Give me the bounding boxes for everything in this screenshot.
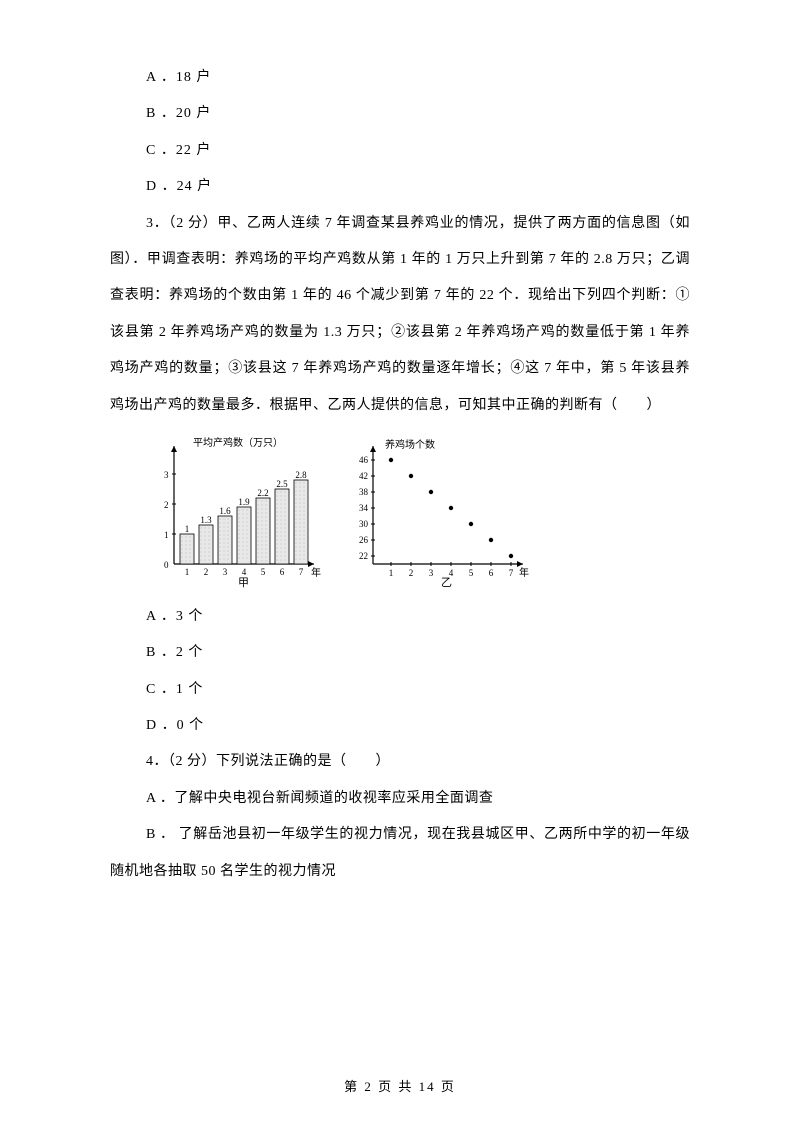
xlabel: 年	[519, 566, 529, 579]
svg-text:1.6: 1.6	[219, 506, 231, 516]
page-footer: 第 2 页 共 14 页	[0, 1070, 800, 1104]
svg-text:38: 38	[359, 487, 369, 497]
caption-jia: 甲	[238, 577, 249, 589]
jia-bars: 1 1 1.3 2 1.6 3 1.9 4 2.2 5 2.5 6 2.8 7	[180, 470, 308, 577]
chart-jia-title: 平均产鸡数（万只）	[193, 436, 283, 449]
svg-text:1: 1	[389, 568, 394, 578]
q2-option-b: B ．20 户	[146, 96, 690, 132]
svg-text:22: 22	[359, 551, 368, 561]
ytick: 1	[164, 530, 169, 540]
q2-option-c: C ．22 户	[146, 133, 690, 169]
svg-text:6: 6	[489, 568, 494, 578]
svg-text:2: 2	[204, 567, 209, 577]
q3-option-d: D ．0 个	[146, 708, 690, 744]
svg-text:1: 1	[185, 524, 190, 534]
svg-text:1.3: 1.3	[200, 515, 212, 525]
svg-text:6: 6	[280, 567, 285, 577]
svg-text:3: 3	[223, 567, 228, 577]
svg-text:30: 30	[359, 519, 369, 529]
svg-text:1.9: 1.9	[238, 497, 250, 507]
svg-text:3: 3	[429, 568, 434, 578]
svg-text:2.2: 2.2	[257, 488, 268, 498]
charts-row: 平均产鸡数（万只） 0 1 2 3 1 1 1.3 2 1.6 3 1.9 4 2.2 5 2.5 6…	[146, 434, 690, 589]
q3-option-a: A ．3 个	[146, 599, 690, 635]
q2-option-a: A ．18 户	[146, 60, 690, 96]
svg-text:7: 7	[509, 568, 514, 578]
svg-text:26: 26	[359, 535, 369, 545]
svg-text:46: 46	[359, 455, 369, 465]
q4-stem: 4．（2 分）下列说法正确的是（ ）	[110, 744, 690, 780]
svg-text:42: 42	[359, 471, 368, 481]
chart-jia: 平均产鸡数（万只） 0 1 2 3 1 1 1.3 2 1.6 3 1.9 4 2.2 5 2.5 6…	[146, 434, 321, 589]
q3-stem: 3．（2 分）甲、乙两人连续 7 年调查某县养鸡业的情况，提供了两方面的信息图（…	[110, 206, 690, 424]
yi-points	[389, 458, 513, 558]
caption-yi: 乙	[441, 576, 452, 589]
svg-text:2: 2	[409, 568, 414, 578]
svg-text:7: 7	[299, 567, 304, 577]
ytick: 0	[164, 560, 169, 570]
q4-option-b: B ． 了解岳池县初一年级学生的视力情况，现在我县城区甲、乙两所中学的初一年级随…	[110, 817, 690, 890]
ytick: 2	[164, 500, 169, 510]
q3-option-c: C ．1 个	[146, 672, 690, 708]
svg-text:5: 5	[469, 568, 474, 578]
q2-option-d: D ．24 户	[146, 169, 690, 205]
svg-text:2.5: 2.5	[276, 479, 288, 489]
ytick: 3	[164, 470, 169, 480]
svg-text:2.8: 2.8	[295, 470, 307, 480]
svg-text:1: 1	[185, 567, 190, 577]
xlabel: 年	[311, 566, 321, 579]
q4-option-a: A ．了解中央电视台新闻频道的收视率应采用全面调查	[110, 781, 690, 817]
chart-yi-title: 养鸡场个数	[385, 438, 435, 451]
svg-text:34: 34	[359, 503, 369, 513]
svg-text:5: 5	[261, 567, 266, 577]
svg-text:4: 4	[242, 567, 247, 577]
q3-option-b: B ．2 个	[146, 635, 690, 671]
chart-yi: 养鸡场个数 22263034384246 1234567 年 乙	[341, 434, 531, 589]
